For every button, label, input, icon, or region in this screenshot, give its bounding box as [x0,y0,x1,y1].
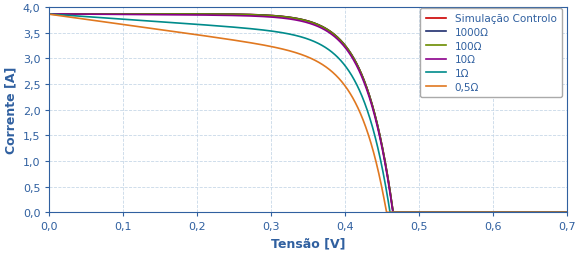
0,5Ω [456,211,463,214]
1Ω [46,13,53,17]
1Ω [299,37,306,40]
10Ω [390,211,397,214]
100Ω [72,13,79,16]
100Ω [456,211,463,214]
1Ω [285,33,292,36]
0,5Ω [567,211,574,214]
100Ω [285,17,292,20]
0,5Ω [46,14,53,17]
0,5Ω [383,211,390,214]
10Ω [299,21,306,24]
1000Ω [285,17,292,20]
1000Ω [390,211,397,214]
0,5Ω [299,54,306,57]
10Ω [285,18,292,21]
100Ω [567,211,574,214]
Line: Simulação Controlo: Simulação Controlo [49,15,571,212]
Line: 1Ω: 1Ω [49,15,571,212]
Simulação Controlo [567,211,574,214]
0,5Ω [285,50,292,53]
1000Ω [552,211,559,214]
Simulação Controlo [552,211,559,214]
1000Ω [299,19,306,22]
100Ω [46,13,53,16]
1000Ω [567,211,574,214]
Simulação Controlo [46,13,53,16]
1Ω [567,211,574,214]
Simulação Controlo [72,13,79,16]
Legend: Simulação Controlo, 1000Ω, 100Ω, 10Ω, 1Ω, 0,5Ω: Simulação Controlo, 1000Ω, 100Ω, 10Ω, 1Ω… [420,9,562,98]
X-axis label: Tensão [V]: Tensão [V] [271,237,346,250]
Line: 100Ω: 100Ω [49,15,571,212]
Simulação Controlo [552,211,559,214]
1Ω [552,211,559,214]
10Ω [552,211,559,214]
1Ω [387,211,394,214]
Simulação Controlo [390,211,397,214]
100Ω [390,211,397,214]
10Ω [72,13,79,17]
10Ω [46,13,53,16]
100Ω [299,19,306,22]
Simulação Controlo [285,17,292,20]
Line: 1000Ω: 1000Ω [49,15,571,212]
100Ω [552,211,559,214]
1Ω [72,15,79,18]
10Ω [552,211,559,214]
1000Ω [46,13,53,16]
10Ω [456,211,463,214]
0,5Ω [552,211,559,214]
0,5Ω [72,17,79,20]
Line: 10Ω: 10Ω [49,15,571,212]
100Ω [552,211,559,214]
Line: 0,5Ω: 0,5Ω [49,15,571,212]
1Ω [552,211,559,214]
Simulação Controlo [299,19,306,22]
1000Ω [552,211,559,214]
1Ω [456,211,463,214]
Y-axis label: Corrente [A]: Corrente [A] [4,67,17,154]
0,5Ω [552,211,559,214]
10Ω [567,211,574,214]
1000Ω [456,211,463,214]
1000Ω [72,13,79,16]
Simulação Controlo [456,211,463,214]
